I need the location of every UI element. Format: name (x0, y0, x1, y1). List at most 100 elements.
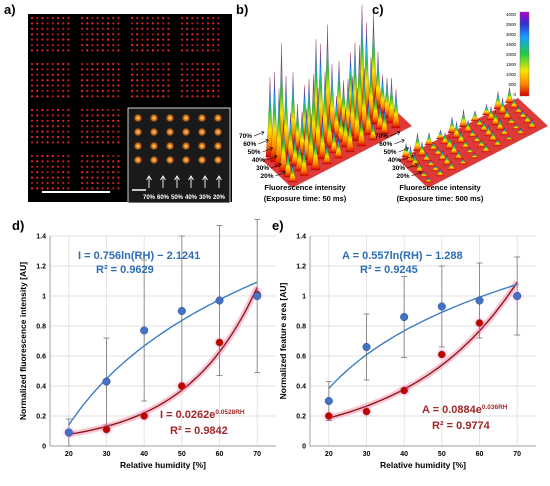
blue-data-point (363, 343, 371, 351)
red-data-point (216, 339, 223, 346)
blue-data-point (140, 327, 148, 335)
panel-c-letter: c) (372, 2, 384, 17)
inset-label: 70% (143, 195, 156, 201)
x-tick-label: 40 (140, 451, 148, 458)
colorbar-tick: 0 (513, 92, 516, 97)
x-tick-label: 20 (65, 451, 73, 458)
rh-label: 60% (243, 141, 256, 148)
caption-c-line2: (Exposure time: 500 ms) (397, 194, 484, 203)
colorbar-tick: 2500 (506, 42, 517, 47)
blue-data-point (400, 313, 408, 321)
chart-letter: e) (272, 218, 284, 233)
inset-label: 30% (199, 195, 212, 201)
x-tick-label: 60 (216, 451, 224, 458)
inset-label: 60% (157, 195, 170, 201)
red-data-point (141, 412, 148, 419)
log-fit-equation: I = 0.756ln(RH) − 2.1241 (78, 250, 200, 262)
rh-label: 30% (256, 165, 269, 172)
colorbar-tick: 1500 (506, 62, 517, 67)
exp-fit-equation: A = 0.0884e0.036RH (422, 404, 508, 416)
colorbar-tick: 4000 (506, 12, 517, 17)
y-tick-label: 0.2 (36, 414, 46, 421)
blue-data-point (438, 303, 446, 311)
rh-label: 20% (260, 173, 273, 180)
exp-fit-equation: I = 0.0262e0.0528RH (160, 409, 245, 421)
panel-b-letter: b) (236, 2, 248, 17)
y-tick-label: 1 (302, 294, 306, 301)
x-axis-label: Relative humidity [%] (380, 460, 466, 470)
x-tick-label: 70 (253, 451, 261, 458)
x-tick-label: 30 (363, 451, 371, 458)
x-tick-label: 70 (513, 451, 521, 458)
y-tick-label: 1 (42, 294, 46, 301)
red-data-point (401, 387, 408, 394)
y-tick-label: 1.4 (296, 234, 306, 241)
exp-fit-r2: R² = 0.9774 (432, 420, 491, 432)
x-axis-label: Relative humidity [%] (120, 460, 206, 470)
y-tick-label: 0 (302, 444, 306, 451)
rh-label: 50% (248, 149, 261, 156)
caption-b-line2: (Exposure time: 50 ms) (264, 194, 347, 203)
x-tick-label: 60 (476, 451, 484, 458)
inset-label: 40% (185, 195, 198, 201)
y-tick-label: 0.8 (296, 324, 306, 331)
colorbar-tick: 2000 (506, 52, 517, 57)
blue-data-point (253, 292, 261, 300)
log-fit-r2: R² = 0.9629 (96, 264, 154, 276)
rh-label: 30% (392, 165, 405, 172)
rh-label: 70% (239, 133, 252, 140)
log-fit-r2: R² = 0.9245 (360, 264, 418, 276)
exp-fit-r2: R² = 0.9842 (170, 425, 228, 437)
colorbar-tick: 500 (508, 82, 516, 87)
inset-label: 20% (213, 195, 226, 201)
blue-data-point (216, 297, 224, 305)
rh-label: 40% (252, 157, 265, 164)
chart-letter: d) (12, 218, 24, 233)
blue-data-point (103, 378, 111, 386)
red-data-point (178, 382, 185, 389)
colorbar-tick: 3000 (506, 32, 517, 37)
panel-a-letter: a) (4, 2, 16, 17)
x-tick-label: 20 (325, 451, 333, 458)
colorbar-ticks: 4000 3500 3000 2500 2000 1500 1000 500 0 (506, 12, 517, 97)
x-tick-label: 50 (438, 451, 446, 458)
blue-data-point (325, 397, 333, 405)
colorbar-tick: 1000 (506, 72, 517, 77)
red-data-point (438, 351, 445, 358)
y-tick-label: 0.4 (36, 384, 46, 391)
y-tick-label: 0.2 (296, 414, 306, 421)
rh-label: 50% (384, 149, 397, 156)
red-data-point (476, 319, 483, 326)
y-tick-label: 0.8 (36, 324, 46, 331)
y-tick-label: 1.2 (36, 264, 46, 271)
exp-fit-band (329, 282, 517, 418)
exp-fit-curve (329, 282, 517, 418)
rh-label: 60% (379, 141, 392, 148)
y-axis-label: Normalized fluorescence intensity [AU] (18, 262, 28, 420)
blue-data-point (476, 297, 484, 305)
rh-label: 20% (396, 173, 409, 180)
y-tick-label: 1.4 (36, 234, 46, 241)
micrograph-inset (128, 108, 230, 203)
colorbar-tick: 3500 (506, 22, 517, 27)
red-data-point (363, 408, 370, 415)
chart-e: e) 0 0.2 0.4 0.6 0.8 1 1.2 1.4 20 30 40 50 60 70 Relati… (272, 218, 536, 470)
log-fit-curve (329, 284, 517, 388)
x-tick-label: 50 (178, 451, 186, 458)
chart-d: d) 0 0.2 0.4 0.6 0.8 1 1.2 1.4 20 30 40 50 60 70 Relati… (12, 218, 276, 470)
rh-label: 40% (388, 157, 401, 164)
y-tick-label: 0 (42, 444, 46, 451)
blue-data-point (513, 292, 521, 300)
y-axis-label: Normalized feature area [AU] (278, 282, 288, 399)
y-tick-label: 0.6 (36, 354, 46, 361)
blue-data-point (65, 429, 73, 437)
caption-c-line1: Fluorescence intensity (399, 183, 481, 192)
red-data-point (103, 426, 110, 433)
y-tick-label: 0.6 (296, 354, 306, 361)
fluorescence-micrograph: 70% 60% 50% 40% 30% 20% (28, 14, 232, 203)
caption-b-line1: Fluorescence intensity (264, 183, 346, 192)
y-tick-label: 1.2 (296, 264, 306, 271)
x-tick-label: 30 (103, 451, 111, 458)
surface-plot-500ms (398, 88, 548, 188)
